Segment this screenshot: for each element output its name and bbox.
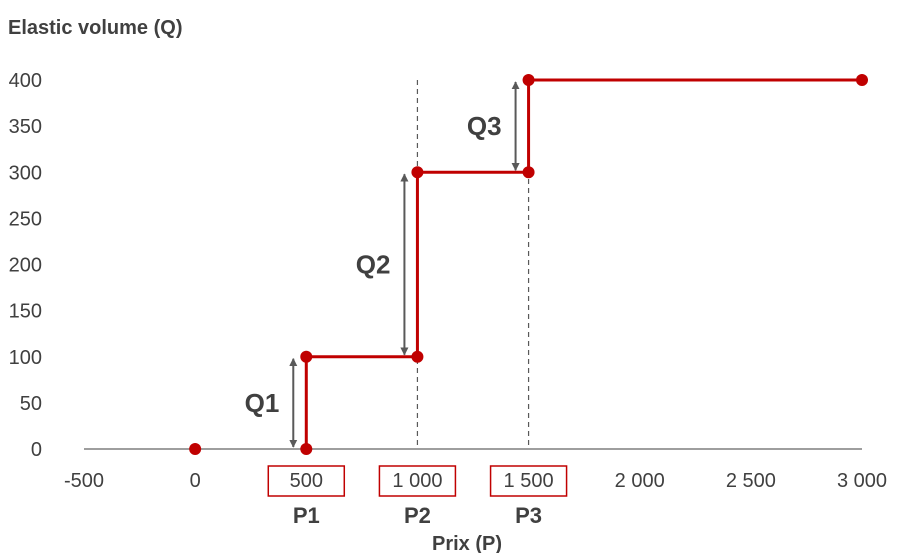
data-point <box>300 443 313 455</box>
y-tick-label: 150 <box>9 301 42 323</box>
data-point <box>522 74 535 86</box>
y-tick-label: 100 <box>9 347 42 369</box>
y-tick-label: 0 <box>31 439 42 461</box>
x-tick-label: 500 <box>290 470 323 492</box>
y-axis-label: Elastic volume (Q) <box>8 17 183 39</box>
price-tick-box <box>378 465 457 497</box>
x-tick-label: 2 000 <box>615 470 665 492</box>
quantity-label: Q3 <box>467 111 502 141</box>
data-point <box>856 74 868 86</box>
data-point <box>189 443 202 455</box>
data-point <box>411 166 424 179</box>
y-tick-label: 200 <box>9 255 42 277</box>
price-label: P3 <box>515 503 542 528</box>
x-tick-label: 0 <box>190 470 201 492</box>
price-labels: P1 P2 P3 <box>293 503 542 528</box>
price-label: P1 <box>293 503 320 528</box>
price-tick-box <box>267 465 346 497</box>
data-point <box>300 350 313 363</box>
price-label: P2 <box>404 503 431 528</box>
data-point <box>522 166 535 179</box>
y-tick-label: 350 <box>9 116 42 138</box>
x-tick-label: -500 <box>64 470 104 492</box>
y-tick-labels: 0 50 100 150 200 250 300 350 400 <box>9 70 42 461</box>
x-tick-label: 2 500 <box>726 470 776 492</box>
y-tick-label: 300 <box>9 162 42 184</box>
x-axis-label: Prix (P) <box>432 533 502 553</box>
quantity-label: Q2 <box>356 250 391 280</box>
price-tick-box <box>489 465 568 497</box>
x-tick-labels: -500 0 500 1 000 1 500 2 000 2 500 3 000 <box>64 470 887 492</box>
x-tick-label: 1 000 <box>392 470 442 492</box>
y-tick-label: 250 <box>9 208 42 230</box>
quantity-label: Q1 <box>245 388 280 418</box>
x-tick-label: 3 000 <box>837 470 887 492</box>
y-tick-label: 50 <box>20 393 42 415</box>
y-tick-label: 400 <box>9 70 42 92</box>
series-group <box>189 74 868 455</box>
x-tick-label: 1 500 <box>504 470 554 492</box>
quantity-arrows: Q1 Q2 Q3 <box>245 81 520 448</box>
price-tick-boxes <box>267 465 568 497</box>
data-point <box>411 350 424 363</box>
